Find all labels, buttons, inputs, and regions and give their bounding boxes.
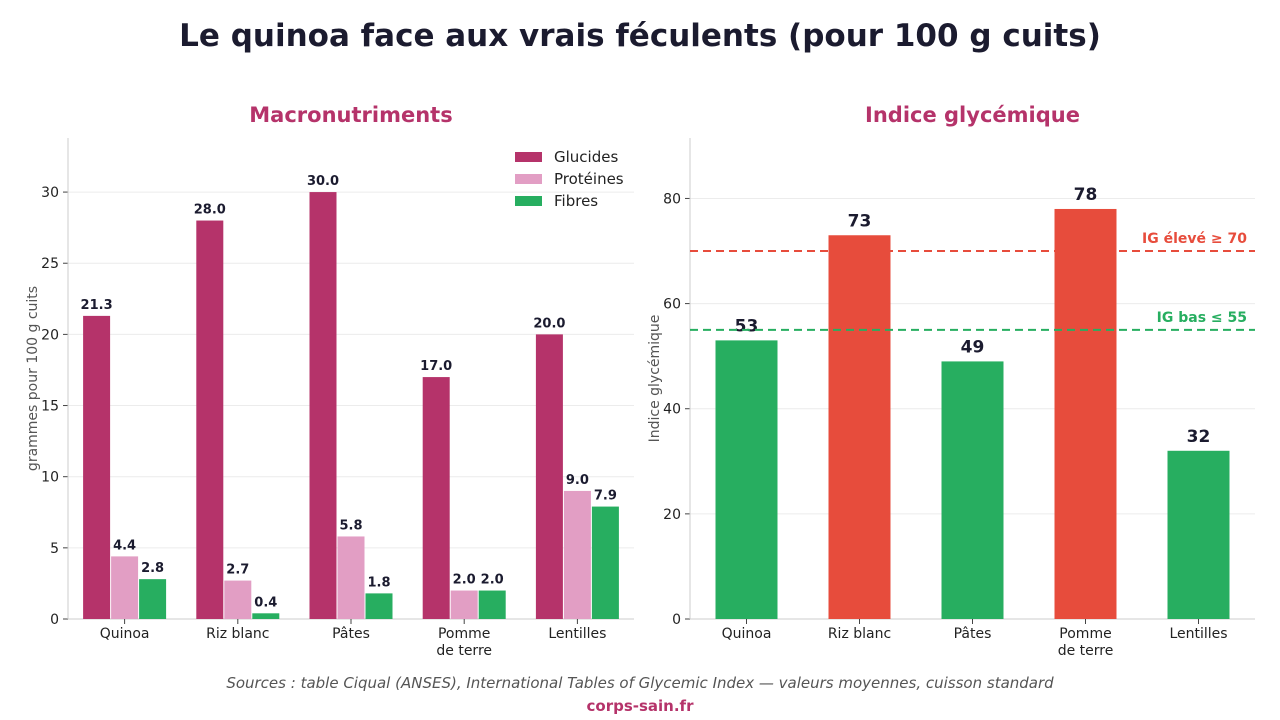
- macro-y-tick-label: 0: [50, 612, 59, 628]
- ig-y-tick-label: 40: [663, 402, 681, 418]
- macro-data-label: 1.8: [367, 575, 390, 590]
- macro-y-tick-label: 15: [41, 399, 59, 415]
- ig-data-label: 78: [1074, 185, 1098, 205]
- macro-y-tick-label: 20: [41, 327, 59, 343]
- macro-title: Macronutriments: [249, 103, 452, 127]
- macro-data-label: 21.3: [81, 298, 113, 313]
- ig-reference-label: IG bas ≤ 55: [1157, 310, 1247, 326]
- macro-x-tick-label: Riz blanc: [206, 626, 269, 642]
- ig-data-label: 49: [961, 337, 985, 357]
- macro-x-tick-label: Lentilles: [548, 626, 606, 642]
- ig-data-label: 53: [735, 316, 759, 336]
- ig-x-tick-label: Riz blanc: [828, 626, 891, 642]
- macro-data-label: 28.0: [194, 203, 226, 218]
- macro-legend-label: Protéines: [554, 170, 624, 188]
- page-title: Le quinoa face aux vrais féculents (pour…: [179, 18, 1101, 54]
- macro-y-tick-label: 10: [41, 470, 59, 486]
- macro-x-tick-label: Pâtes: [332, 626, 370, 642]
- macro-data-label: 9.0: [566, 473, 589, 488]
- ig-y-tick-label: 0: [672, 612, 681, 628]
- macro-data-label: 2.8: [141, 561, 164, 576]
- ig-x-tick-label: Quinoa: [722, 626, 772, 642]
- ig-y-tick-label: 60: [663, 297, 681, 313]
- macro-y-tick-label: 25: [41, 256, 59, 272]
- macro-bar-glucides: [83, 315, 111, 619]
- ig-data-label: 73: [848, 211, 872, 231]
- macro-bar-fibres: [252, 613, 280, 619]
- macro-data-label: 2.7: [226, 563, 249, 578]
- ig-reference-label: IG élevé ≥ 70: [1142, 231, 1247, 247]
- macro-y-axis-label: grammes pour 100 g cuits: [25, 286, 41, 471]
- macro-legend-swatch: [515, 174, 542, 184]
- macro-legend-swatch: [515, 196, 542, 206]
- macro-x-tick-label: Pomme de terre: [436, 626, 492, 659]
- macro-bar-protéines: [224, 580, 252, 619]
- ig-y-tick-label: 80: [663, 191, 681, 207]
- macro-bar-glucides: [422, 377, 450, 619]
- ig-y-axis-label: Indice glycémique: [647, 315, 663, 443]
- macro-bar-glucides: [535, 334, 563, 619]
- macro-data-label: 2.0: [453, 573, 476, 588]
- macro-y-tick-label: 5: [50, 541, 59, 557]
- macro-bar-fibres: [478, 590, 506, 619]
- macro-data-label: 5.8: [339, 518, 362, 533]
- ig-bar: [941, 361, 1004, 619]
- macro-bar-fibres: [365, 593, 393, 619]
- ig-x-tick-label: Pâtes: [954, 626, 992, 642]
- macro-data-label: 17.0: [420, 359, 452, 374]
- ig-y-tick-label: 20: [663, 507, 681, 523]
- macro-bar-protéines: [337, 536, 365, 619]
- macro-bar-protéines: [563, 490, 591, 619]
- macro-bar-glucides: [309, 192, 337, 620]
- macro-legend-swatch: [515, 152, 542, 162]
- macro-legend-label: Fibres: [554, 192, 598, 210]
- ig-x-tick-label: Lentilles: [1169, 626, 1227, 642]
- macro-data-label: 4.4: [113, 538, 136, 553]
- ig-data-label: 32: [1187, 427, 1211, 447]
- macro-data-label: 7.9: [594, 489, 617, 504]
- ig-bar: [828, 235, 891, 619]
- ig-bar: [715, 340, 778, 619]
- macro-y-tick-label: 30: [41, 185, 59, 201]
- macro-data-label: 0.4: [254, 595, 277, 610]
- ig-title: Indice glycémique: [865, 103, 1080, 127]
- macro-data-label: 20.0: [533, 316, 565, 331]
- macro-data-label: 2.0: [481, 573, 504, 588]
- macro-x-tick-label: Quinoa: [100, 626, 150, 642]
- macro-data-label: 30.0: [307, 174, 339, 189]
- ig-bar: [1167, 450, 1230, 619]
- macro-bar-protéines: [111, 556, 139, 619]
- macro-legend-label: Glucides: [554, 148, 618, 166]
- macro-bar-fibres: [591, 506, 619, 619]
- macro-bar-protéines: [450, 590, 478, 619]
- ig-x-tick-label: Pomme de terre: [1058, 626, 1114, 659]
- source-note: Sources : table Ciqual (ANSES), Internat…: [226, 674, 1054, 692]
- ig-bar: [1054, 208, 1117, 619]
- macro-bar-glucides: [196, 220, 224, 620]
- macro-bar-fibres: [139, 579, 167, 619]
- brand-link[interactable]: corps-sain.fr: [586, 697, 694, 715]
